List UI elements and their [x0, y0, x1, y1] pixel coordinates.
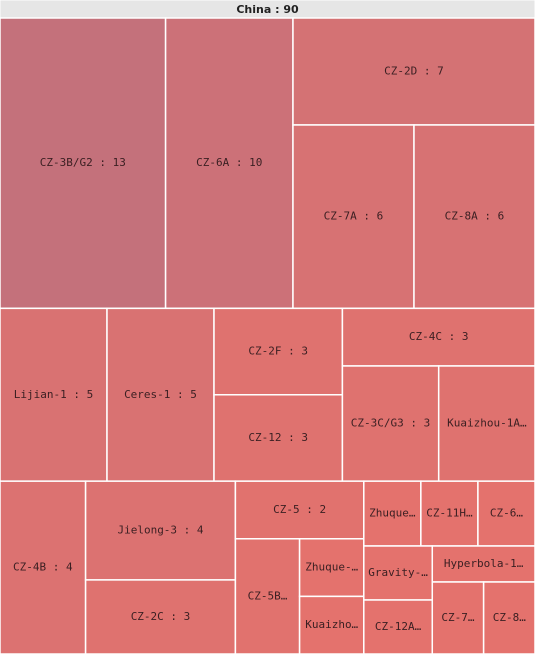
treemap-cell-label: CZ-8A : 6	[445, 210, 505, 223]
treemap-rect[interactable]	[292, 124, 415, 310]
treemap-rect[interactable]	[477, 480, 535, 547]
treemap-cell-cz-2d[interactable]: CZ-2D : 7CZ-2D : 7	[292, 17, 535, 126]
treemap-rect[interactable]	[363, 545, 434, 601]
treemap-cell-label: CZ-7A : 6	[324, 210, 384, 223]
treemap-cell-label: Kuaizhou-1A…	[447, 417, 527, 430]
treemap-cell-zhuque-2[interactable]: Zhuque-2 : 1Zhuque-…	[298, 538, 365, 598]
treemap-cell-label: CZ-2C : 3	[131, 610, 191, 623]
treemap-cell-cz-4c[interactable]: CZ-4C : 3CZ-4C : 3	[341, 307, 535, 367]
treemap-cell-cz-7a[interactable]: CZ-7A : 6CZ-7A : 6	[292, 124, 415, 310]
treemap-cell-cz-7[interactable]: CZ-7 : 1CZ-7…	[431, 581, 485, 655]
treemap-cell-label: CZ-6A : 10	[196, 156, 262, 169]
treemap-cell-label: Zhuque-…	[305, 561, 358, 574]
treemap-cell-label: CZ-7…	[441, 611, 474, 624]
treemap-rect[interactable]	[431, 581, 485, 655]
treemap-cell-label: CZ-4B : 4	[13, 561, 73, 574]
treemap-cell-cz-12[interactable]: CZ-12 : 3CZ-12 : 3	[213, 394, 344, 482]
treemap-rect[interactable]	[84, 480, 237, 581]
treemap-cell-zhuque-3[interactable]: Zhuque-3 : 1Zhuque…	[363, 480, 422, 547]
treemap-cell-label: CZ-12 : 3	[248, 431, 308, 444]
treemap-rect[interactable]	[292, 17, 535, 126]
treemap-rect[interactable]	[234, 538, 301, 655]
treemap-cell-label: Gravity-…	[368, 566, 428, 579]
treemap-cell-label: Kuaizho…	[305, 618, 358, 631]
treemap-cell-kuaizhou-11[interactable]: Kuaizhou-11 : 1Kuaizho…	[298, 595, 365, 655]
treemap-cell-label: CZ-6…	[490, 507, 523, 520]
treemap-cell-label: CZ-4C : 3	[409, 330, 469, 343]
treemap-cell-label: Ceres-1 : 5	[124, 388, 197, 401]
treemap-cell-label: CZ-2D : 7	[384, 64, 444, 77]
treemap-cell-label: CZ-5B…	[248, 589, 288, 602]
treemap-rect[interactable]	[431, 545, 535, 583]
treemap-cell-cz-6a[interactable]: CZ-6A : 10 CZ-6A : 10	[164, 17, 294, 310]
treemap-cell-label: Zhuque…	[369, 507, 416, 520]
treemap-cell-cz-11h[interactable]: CZ-11H : 1 CZ-11H…	[420, 480, 479, 547]
treemap-rect[interactable]	[420, 480, 479, 547]
treemap-cell-cz-6[interactable]: CZ-6 : 1 CZ-6…	[477, 480, 535, 547]
treemap-cell-cz-2c[interactable]: CZ-2C : 3CZ-2C : 3	[84, 579, 237, 655]
treemap-cell-cz-8[interactable]: CZ-8 : 1 CZ-8…	[482, 581, 535, 655]
treemap-rect[interactable]	[0, 480, 87, 655]
treemap-cell-cz-5b[interactable]: CZ-5B : 2CZ-5B…	[234, 538, 301, 655]
treemap-cell-cz-8a[interactable]: CZ-8A : 6 CZ-8A : 6	[413, 124, 535, 310]
treemap-cell-label: Hyperbola-1…	[444, 557, 524, 570]
treemap-cell-label: CZ-3B/G2 : 13	[40, 156, 126, 169]
treemap-rect[interactable]	[213, 394, 344, 482]
treemap-cell-label: CZ-12A…	[375, 620, 422, 633]
treemap-cell-kuaizhou-1a[interactable]: Kuaizhou-1A : 3 Kuaizhou-1A…	[437, 365, 535, 482]
treemap-rect[interactable]	[363, 480, 422, 547]
treemap-cell-cz-4b[interactable]: CZ-4B : 4CZ-4B : 4	[0, 480, 87, 655]
treemap-cell-label: CZ-3C/G3 : 3	[351, 417, 430, 430]
treemap-cell-label: CZ-2F : 3	[248, 345, 308, 358]
treemap-header-label: China : 90	[236, 3, 299, 16]
treemap-cell-cz-12a[interactable]: CZ-12A : 1CZ-12A…	[363, 599, 434, 655]
treemap-cell-ceres-1[interactable]: Ceres-1 : 5 Ceres-1 : 5	[106, 307, 215, 482]
treemap-cell-gravity-1[interactable]: Gravity-1 : 1Gravity-…	[363, 545, 434, 601]
treemap-rect[interactable]	[298, 595, 365, 655]
treemap-cell-cz-5[interactable]: CZ-5 : 2CZ-5 : 2	[234, 480, 365, 540]
treemap-rect[interactable]	[341, 307, 535, 367]
treemap-cell-label: Lijian-1 : 5	[14, 388, 93, 401]
treemap-cell-cz-3c-g3[interactable]: CZ-3C/G3 : 3CZ-3C/G3 : 3	[341, 365, 440, 482]
treemap-rect[interactable]	[298, 538, 365, 598]
treemap-rect[interactable]	[482, 581, 535, 655]
treemap-cell-label: CZ-8…	[493, 611, 526, 624]
treemap-cell-label: Jielong-3 : 4	[117, 524, 203, 537]
treemap-cell-label: CZ-11H…	[426, 507, 473, 520]
treemap-cell-cz-2f[interactable]: CZ-2F : 3CZ-2F : 3	[213, 307, 344, 396]
treemap-cell-lijian-1[interactable]: Lijian-1 : 5Lijian-1 : 5	[0, 307, 108, 482]
treemap-rect[interactable]	[234, 480, 365, 540]
treemap-cell-hyperbola-1[interactable]: Hyperbola-1 : 1Hyperbola-1…	[431, 545, 535, 583]
treemap-cell-label: CZ-5 : 2	[273, 503, 326, 516]
